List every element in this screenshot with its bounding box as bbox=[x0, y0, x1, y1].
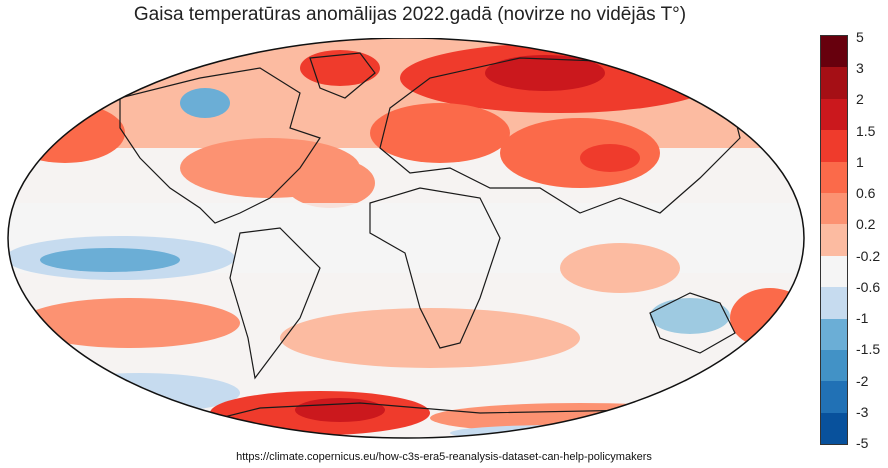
anomaly-south-atlantic bbox=[280, 308, 580, 368]
anomaly-siberia-core bbox=[485, 55, 605, 91]
legend-tick-label: 3 bbox=[856, 60, 864, 77]
legend-swatch bbox=[821, 381, 847, 413]
legend-tick-label: -1.5 bbox=[856, 341, 881, 358]
legend-swatch bbox=[821, 192, 847, 225]
legend-swatch bbox=[821, 349, 847, 382]
legend-swatch bbox=[821, 318, 847, 350]
legend-swatch bbox=[821, 161, 847, 193]
anomaly-greenland bbox=[300, 50, 380, 86]
color-legend bbox=[820, 35, 848, 445]
legend-swatch bbox=[821, 412, 847, 445]
legend-swatch bbox=[821, 255, 847, 288]
legend-swatch bbox=[821, 287, 847, 319]
legend-tick-label: -0.6 bbox=[856, 278, 881, 295]
legend-tick-label: -0.2 bbox=[856, 247, 881, 264]
legend-swatch bbox=[821, 130, 847, 162]
map-title: Gaisa temperatūras anomālijas 2022.gadā … bbox=[133, 4, 687, 25]
australia-outline bbox=[649, 292, 736, 354]
anomaly-north-pacific bbox=[8, 103, 125, 163]
anomaly-australia-cold bbox=[650, 298, 730, 334]
legend-swatch bbox=[821, 98, 847, 131]
legend-tick-label: -1 bbox=[856, 310, 869, 327]
africa-outline bbox=[369, 187, 501, 349]
legend-tick-label: 1 bbox=[856, 153, 864, 170]
legend-swatch bbox=[821, 36, 847, 68]
source-url: https://climate.copernicus.eu/how-c3s-er… bbox=[236, 451, 652, 463]
anomaly-china bbox=[580, 144, 640, 172]
anomaly-north-atlantic bbox=[285, 158, 375, 208]
south-america-outline bbox=[229, 227, 321, 380]
legend-tick-label: 0.2 bbox=[856, 216, 876, 233]
legend-swatch bbox=[821, 67, 847, 99]
globe-border bbox=[7, 38, 805, 439]
legend-ticks: 5 3 2 1.5 1 0.6 0.2 -0.2 -0.6 -1 -1.5 -2 -3 -5 bbox=[856, 29, 888, 451]
world-anomaly-map bbox=[7, 38, 805, 439]
anomaly-indian-ocean-warm bbox=[560, 243, 680, 293]
greenland-outline bbox=[309, 52, 376, 99]
anomaly-antarctic-cold bbox=[450, 425, 670, 438]
anomaly-canada-cold bbox=[180, 88, 230, 118]
anomaly-europe bbox=[370, 103, 510, 163]
legend-tick-label: 0.6 bbox=[856, 185, 876, 202]
legend-tick-label: -3 bbox=[856, 403, 869, 420]
legend-tick-label: 5 bbox=[856, 29, 864, 45]
anomaly-southern-ocean-cold bbox=[40, 373, 240, 413]
europe-asia-outline bbox=[379, 57, 741, 214]
legend-swatch bbox=[821, 224, 847, 256]
anomaly-antarctic-core bbox=[295, 398, 385, 422]
legend-tick-label: 2 bbox=[856, 91, 864, 108]
legend-tick-label: -5 bbox=[856, 435, 869, 451]
north-america-outline bbox=[119, 67, 321, 224]
legend-tick-label: 1.5 bbox=[856, 122, 876, 139]
legend-tick-label: -2 bbox=[856, 372, 869, 389]
anomaly-pacific-cold-core bbox=[40, 248, 180, 272]
anomaly-south-pacific-warm bbox=[20, 298, 240, 348]
